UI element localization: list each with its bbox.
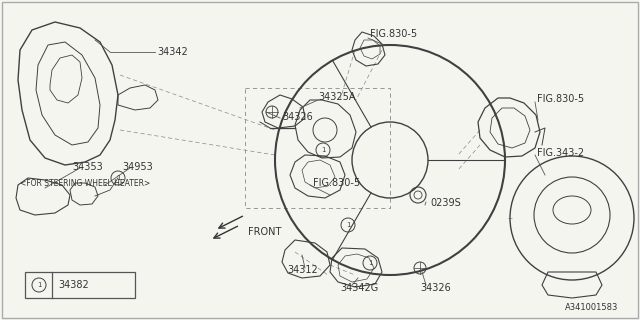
Text: 34326: 34326 [420, 283, 451, 293]
Text: 34342G: 34342G [340, 283, 378, 293]
Text: FIG.343-2: FIG.343-2 [537, 148, 584, 158]
Text: A341001583: A341001583 [565, 303, 618, 313]
Text: FIG.830-5: FIG.830-5 [313, 178, 360, 188]
Text: FIG.830-5: FIG.830-5 [537, 94, 584, 104]
Text: 34382: 34382 [58, 280, 89, 290]
Text: FIG.830-5: FIG.830-5 [370, 29, 417, 39]
Text: 34353: 34353 [72, 162, 103, 172]
Text: 0239S: 0239S [430, 198, 461, 208]
Text: FRONT: FRONT [248, 227, 282, 237]
Text: 1: 1 [36, 282, 41, 288]
Text: 1: 1 [116, 175, 120, 181]
Text: 1: 1 [321, 147, 325, 153]
Text: 1: 1 [368, 260, 372, 266]
Text: <FOR STEERING WHEEL HEATER>: <FOR STEERING WHEEL HEATER> [20, 179, 150, 188]
Text: 34953: 34953 [122, 162, 153, 172]
Text: 1: 1 [346, 222, 350, 228]
Text: 34342: 34342 [157, 47, 188, 57]
Text: 34326: 34326 [282, 112, 313, 122]
Text: 34325A: 34325A [318, 92, 355, 102]
Text: 34312: 34312 [287, 265, 317, 275]
